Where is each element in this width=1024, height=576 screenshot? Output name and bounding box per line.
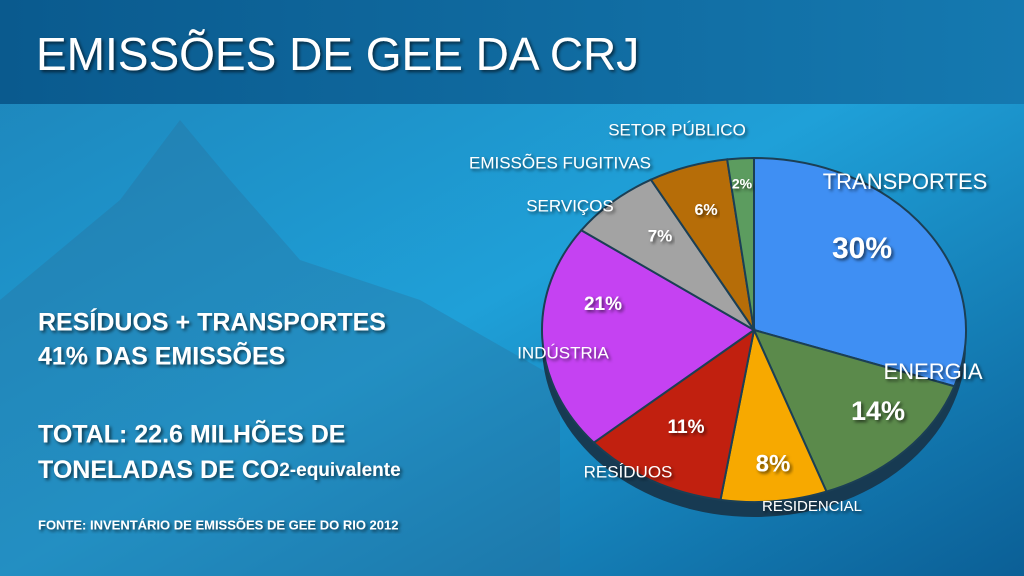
pie-slice: [592, 327, 756, 501]
category-label: EMISSÕES FUGITIVAS: [469, 153, 651, 172]
co2-main: TONELADAS DE CO: [38, 456, 279, 484]
value-label: 6%: [694, 202, 717, 219]
value-label: 14%: [851, 396, 905, 426]
value-label: 21%: [584, 294, 622, 315]
mountain: [0, 120, 560, 576]
value-label: 7%: [648, 226, 673, 245]
category-label: SERVIÇOS: [526, 196, 614, 215]
pie: [541, 156, 967, 517]
title: EMISSÕES DE GEE DA CRJ: [36, 28, 639, 80]
category-label: RESÍDUOS: [584, 462, 673, 481]
category-label: INDÚSTRIA: [517, 343, 609, 362]
category-label: TRANSPORTES: [823, 169, 988, 194]
source: FONTE: INVENTÁRIO DE EMISSÕES DE GEE DO …: [38, 517, 398, 532]
text-line: TONELADAS DE CO2-equivalente: [38, 456, 401, 484]
category-label: ENERGIA: [883, 359, 982, 384]
title-band: [0, 0, 1024, 104]
value-label: 30%: [832, 232, 892, 265]
co2-sub: 2-equivalente: [279, 460, 400, 481]
pie-slice: [753, 156, 967, 388]
pie-slice: [752, 328, 956, 493]
text-line: RESÍDUOS + TRANSPORTES: [38, 308, 386, 337]
pie-slice: [719, 326, 828, 503]
category-label: RESIDENCIAL: [762, 498, 862, 515]
value-label: 2%: [732, 176, 753, 192]
pie-slice: [726, 156, 755, 331]
category-label: SETOR PÚBLICO: [608, 120, 746, 139]
pie-slice: [541, 228, 756, 444]
text-line: 41% DAS EMISSÕES: [38, 341, 285, 371]
value-label: 8%: [756, 450, 791, 477]
text-line: TOTAL: 22.6 MILHÕES DE: [38, 419, 345, 449]
value-label: 11%: [668, 417, 705, 438]
